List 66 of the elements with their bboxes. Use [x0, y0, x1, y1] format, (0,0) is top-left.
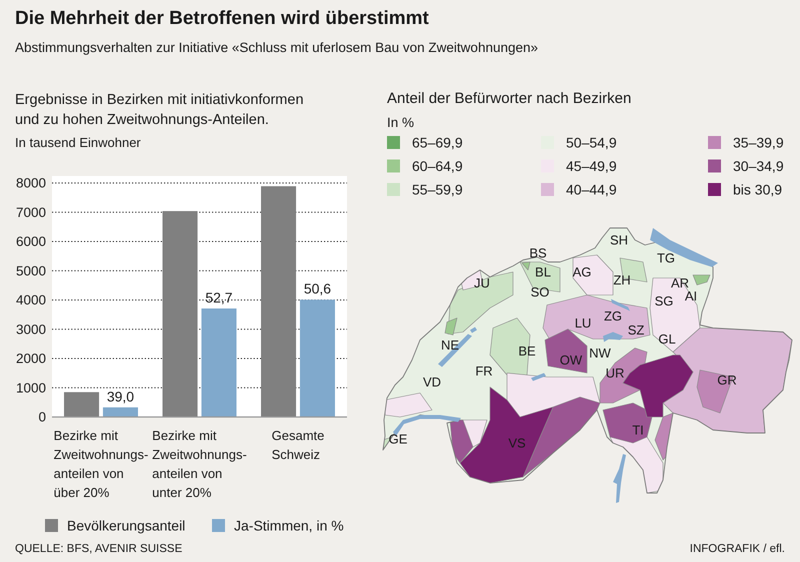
text: AI — [684, 288, 698, 304]
category-label: 60–64,9 — [412, 158, 463, 174]
chart-subtitle: Abstimmungsverhalten zur Initiative «Schluss mit uferlosem Bau von Zweitwohnungen» — [15, 40, 538, 55]
category-label: 40–44,9 — [566, 182, 617, 198]
y-tick-label: 7000 — [16, 204, 46, 220]
y-tick-label: 6000 — [16, 234, 46, 250]
text: NE — [440, 338, 460, 353]
text: ZG — [604, 308, 622, 324]
bar — [162, 211, 198, 417]
text: AG — [572, 264, 592, 280]
text: INFOGRAFIK / efl. — [690, 543, 785, 555]
bar — [300, 300, 335, 417]
text: JU — [474, 276, 490, 291]
y-tick-label: 1000 — [16, 380, 46, 396]
category-label: 55–59,9 — [412, 182, 463, 198]
annotation: 39,0 — [106, 388, 134, 404]
legend-title: In % — [387, 115, 414, 130]
text: SZ — [628, 322, 644, 338]
x-tick-label: Bezirke mit Zweitwohnungs- anteilen von unter 20% — [152, 428, 247, 500]
text: VD — [422, 374, 442, 390]
text: LU — [574, 316, 592, 331]
y-tick-label: 2000 — [16, 351, 46, 366]
y-axis-title: In tausend Einwohner — [15, 135, 142, 150]
text: VS — [508, 436, 526, 451]
chart-title: Die Mehrheit der Betroffenen wird überstimmt — [15, 8, 430, 29]
category-label: bis 30,9 — [733, 182, 782, 198]
category-label: 50–54,9 — [566, 134, 617, 150]
text: NW — [589, 346, 612, 361]
y-tick-label: 4000 — [16, 292, 46, 308]
bar — [261, 186, 296, 417]
text: AR — [670, 276, 690, 291]
text: BL — [535, 264, 551, 280]
text: TI — [632, 422, 644, 438]
annotation: 52,7 — [205, 289, 233, 306]
text: ZH — [613, 272, 631, 288]
text: Anteil der Befürworter nach Bezirken — [387, 90, 632, 107]
y-tick-label: 8000 — [16, 176, 46, 191]
x-tick-label: Bezirke mit Zweitwohnungs- anteilen von über 20% — [54, 428, 148, 500]
text: Ergebnisse in Bezirken mit initiativkonformen und zu hohen Zweitwohnungs-Anteilen. — [15, 92, 304, 128]
text: BE — [518, 344, 536, 359]
text: OW — [560, 352, 583, 368]
bar — [102, 407, 138, 417]
text: UR — [606, 366, 624, 381]
bar — [201, 308, 236, 417]
text: GE — [388, 432, 408, 447]
source-note: QUELLE: BFS, AVENIR SUISSE — [15, 543, 183, 555]
category-label: 65–69,9 — [412, 134, 463, 150]
annotation: 50,6 — [304, 280, 332, 297]
text: GL — [658, 332, 676, 347]
text: SO — [530, 284, 550, 300]
text: SG — [654, 294, 674, 309]
text: FR — [475, 364, 493, 379]
text: BS — [529, 246, 547, 261]
category-label: 35–39,9 — [733, 134, 784, 150]
x-tick-label: Gesamte Schweiz — [272, 428, 324, 462]
y-tick-label: 3000 — [16, 322, 46, 337]
bar — [64, 392, 100, 417]
text: SH — [610, 232, 628, 248]
y-tick-label: 5000 — [16, 263, 46, 278]
legend-label: Bevölkerungsanteil — [67, 518, 186, 534]
legend-label: Ja-Stimmen, in % — [234, 518, 344, 534]
category-label: 45–49,9 — [566, 158, 617, 174]
text: TG — [656, 250, 676, 266]
y-tick-label: 0 — [38, 410, 46, 425]
text: GR — [717, 372, 737, 388]
category-label: 30–34,9 — [733, 158, 784, 174]
